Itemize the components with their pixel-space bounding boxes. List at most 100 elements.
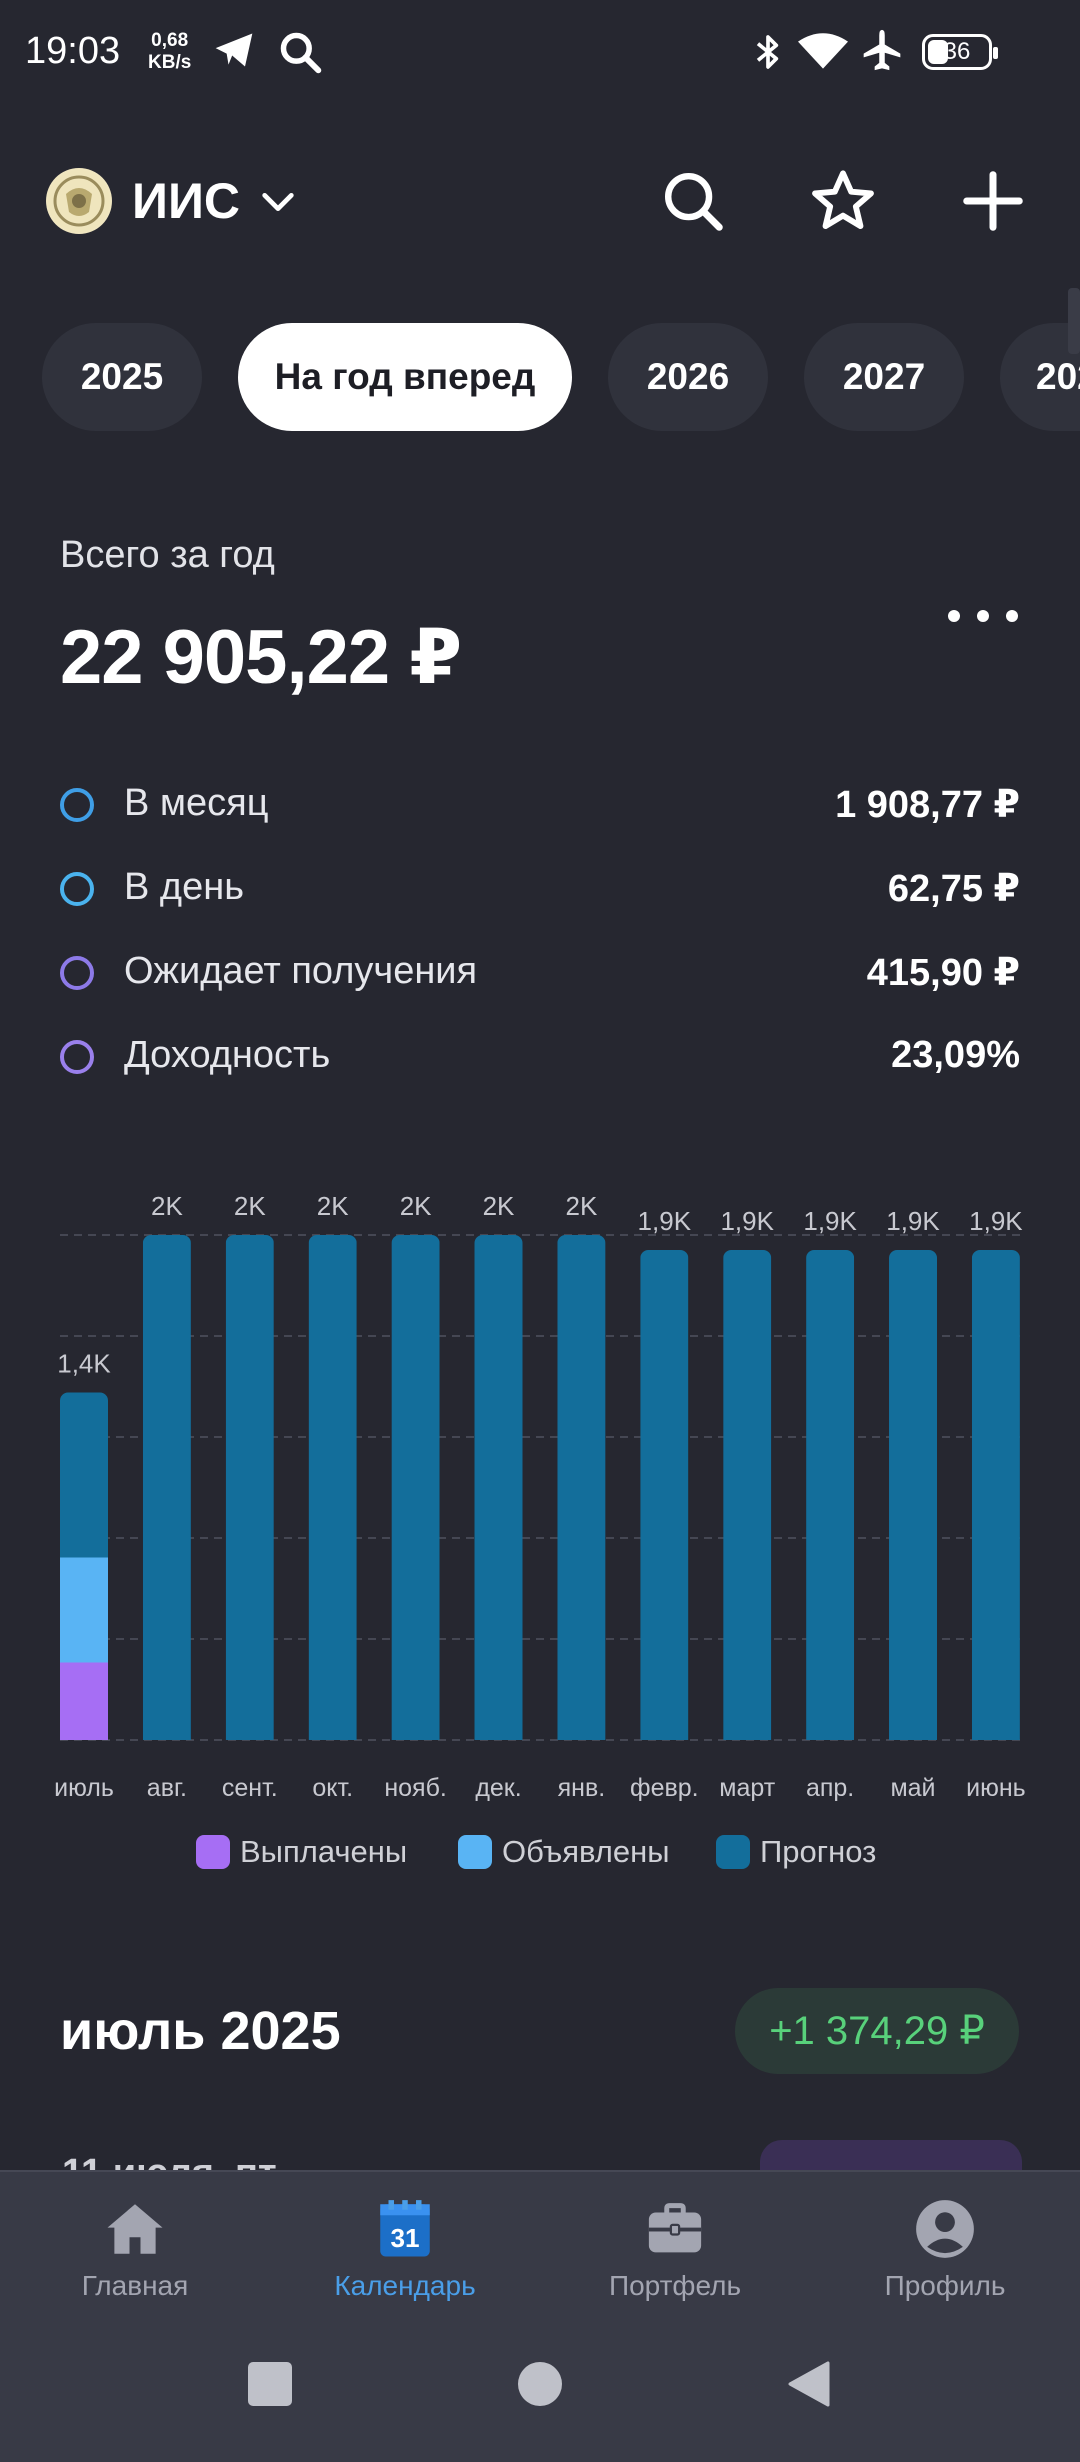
bar-group[interactable] <box>971 1250 1020 1740</box>
more-options-button[interactable] <box>948 598 1018 634</box>
x-tick-label: май <box>890 1774 935 1802</box>
bar-segment-announced[interactable] <box>60 1557 108 1663</box>
status-time: 19:03 <box>25 30 121 72</box>
tab-2027[interactable]: 2027 <box>804 323 964 431</box>
bar-value-label: 1,9K <box>638 1206 692 1236</box>
bar-segment-forecast[interactable] <box>971 1250 1020 1740</box>
stat-row-pending: Ожидает получения 415,90 ₽ <box>60 944 1020 1004</box>
x-tick-label: дек. <box>475 1774 521 1802</box>
bar-segment-forecast[interactable] <box>225 1235 274 1740</box>
bar-segment-forecast[interactable] <box>640 1250 689 1740</box>
x-tick-label: янв. <box>558 1774 606 1802</box>
legend-forecast: Прогноз <box>716 1832 876 1872</box>
x-tick-label: нояб. <box>384 1774 447 1802</box>
bar-group[interactable] <box>889 1250 938 1740</box>
tab-2028[interactable]: 2028 <box>1000 323 1080 431</box>
bar-segment-forecast[interactable] <box>806 1250 855 1740</box>
legend-label: Выплачены <box>240 1834 408 1869</box>
bar-group[interactable] <box>474 1235 523 1740</box>
bar-segment-forecast[interactable] <box>557 1235 606 1740</box>
home-system-button[interactable] <box>516 2360 564 2408</box>
briefcase-icon <box>648 2203 702 2253</box>
calendar-icon: 31 <box>380 2200 430 2257</box>
bar-value-label: 1,4K <box>57 1349 111 1379</box>
calendar-day: 31 <box>390 2223 419 2253</box>
add-button[interactable] <box>958 166 1028 236</box>
favorite-star-button[interactable] <box>808 166 878 236</box>
bottom-navigation <box>0 2170 1080 2462</box>
tab-year-ahead[interactable]: На год вперед <box>238 323 572 431</box>
dividends-bar-chart: 1,4K июль 2K авг. 2K сент. 2K окт. 2K нояб. 2K дек.… <box>54 1191 1026 1802</box>
legend-swatch <box>458 1835 492 1869</box>
bar-group[interactable] <box>557 1235 606 1740</box>
nav-profile[interactable]: Профиль <box>810 2196 1080 2302</box>
bar-group[interactable] <box>225 1235 274 1740</box>
bar-segment-forecast[interactable] <box>391 1235 440 1740</box>
payment-date: 11 июля, пт <box>62 2152 277 2172</box>
x-tick-label: авг. <box>147 1774 187 1802</box>
tab-label: 2028 <box>1036 356 1080 397</box>
search-status-icon <box>280 32 322 74</box>
stat-row-yield: Доходность 23,09% <box>60 1028 1020 1088</box>
nav-home[interactable]: Главная <box>0 2196 270 2302</box>
tab-2026[interactable]: 2026 <box>608 323 768 431</box>
payment-date-peek[interactable]: 11 июля, пт <box>62 2152 277 2172</box>
stat-circle-icon <box>60 872 94 906</box>
recent-apps-button[interactable] <box>246 2360 294 2408</box>
bar-group[interactable] <box>60 1392 108 1741</box>
bar-value-label: 1,9K <box>803 1206 857 1236</box>
nav-portfolio[interactable]: Портфель <box>540 2196 810 2302</box>
stat-value: 415,90 ₽ <box>866 952 1020 994</box>
stat-value: 1 908,77 ₽ <box>835 784 1020 826</box>
account-title[interactable]: ИИС <box>132 173 240 229</box>
bar-segment-forecast[interactable] <box>308 1235 357 1740</box>
bar-group[interactable] <box>806 1250 855 1740</box>
bar-value-label: 2K <box>400 1191 432 1221</box>
back-system-button[interactable] <box>784 2360 832 2408</box>
stat-label: В месяц <box>124 782 269 824</box>
tab-label: 2025 <box>80 356 164 397</box>
nav-label: Календарь <box>334 2270 476 2301</box>
bar-value-label: 2K <box>317 1191 349 1221</box>
account-logo[interactable] <box>46 168 112 234</box>
legend-label: Прогноз <box>760 1834 877 1869</box>
bar-segment-forecast[interactable] <box>60 1392 108 1558</box>
x-tick-label: март <box>719 1774 775 1802</box>
bar-segment-forecast[interactable] <box>142 1235 191 1740</box>
bar-group[interactable] <box>640 1250 689 1740</box>
x-tick-label: апр. <box>806 1774 854 1802</box>
search-button[interactable] <box>658 166 728 236</box>
nav-label: Портфель <box>608 2270 742 2301</box>
bar-value-label: 2K <box>234 1191 266 1221</box>
stat-label: В день <box>124 866 244 908</box>
bar-segment-forecast[interactable] <box>889 1250 938 1740</box>
dot-icon <box>948 610 960 622</box>
network-speed: 0,68 KB/s <box>148 30 191 74</box>
chevron-down-icon[interactable] <box>258 182 298 222</box>
x-tick-label: июнь <box>966 1774 1026 1802</box>
dot-icon <box>1006 610 1018 622</box>
legend-swatch <box>196 1835 230 1869</box>
tab-label: 2027 <box>842 356 926 397</box>
stat-row-month: В месяц 1 908,77 ₽ <box>60 776 1020 836</box>
x-tick-label: февр. <box>630 1774 699 1802</box>
network-speed-value: 0,68 <box>151 30 189 51</box>
bar-segment-forecast[interactable] <box>474 1235 523 1740</box>
scrollbar-thumb[interactable] <box>1068 288 1080 354</box>
bar-group[interactable] <box>142 1235 191 1740</box>
battery-indicator: 36 <box>922 34 998 70</box>
bar-value-label: 2K <box>483 1191 515 1221</box>
legend-paid: Выплачены <box>196 1832 407 1872</box>
bar-group[interactable] <box>308 1235 357 1740</box>
nav-label: Главная <box>81 2270 189 2301</box>
tab-2025[interactable]: 2025 <box>42 323 202 431</box>
bar-segment-paid[interactable] <box>60 1662 108 1741</box>
home-icon <box>107 2204 163 2254</box>
bar-value-label: 2K <box>151 1191 183 1221</box>
nav-calendar[interactable]: 31 Календарь <box>270 2196 540 2302</box>
total-value: 22 905,22 ₽ <box>60 615 462 700</box>
bar-group[interactable] <box>723 1250 772 1740</box>
profile-icon <box>916 2200 974 2258</box>
bar-segment-forecast[interactable] <box>723 1250 772 1740</box>
bar-group[interactable] <box>391 1235 440 1740</box>
